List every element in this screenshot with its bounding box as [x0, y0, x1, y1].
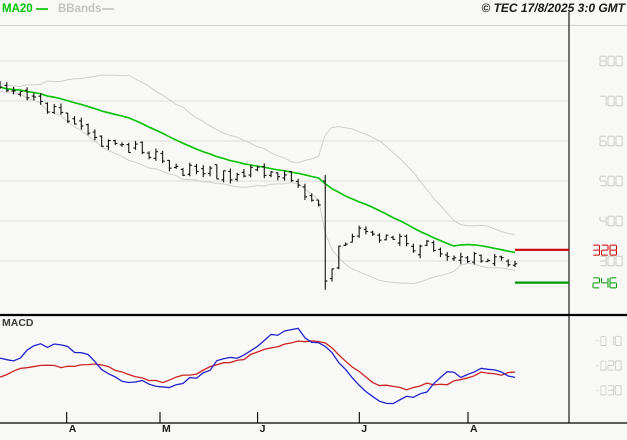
- svg-text:BBands: BBands: [58, 3, 101, 15]
- svg-text:MA20: MA20: [2, 3, 33, 15]
- svg-text:J: J: [361, 423, 367, 435]
- svg-text:M: M: [162, 423, 171, 435]
- svg-text:A: A: [470, 423, 478, 435]
- svg-text:© TEC 17/8/2025 3:0 GMT: © TEC 17/8/2025 3:0 GMT: [481, 1, 626, 15]
- svg-text:MACD: MACD: [2, 317, 34, 329]
- svg-text:J: J: [260, 423, 266, 435]
- svg-text:A: A: [69, 423, 77, 435]
